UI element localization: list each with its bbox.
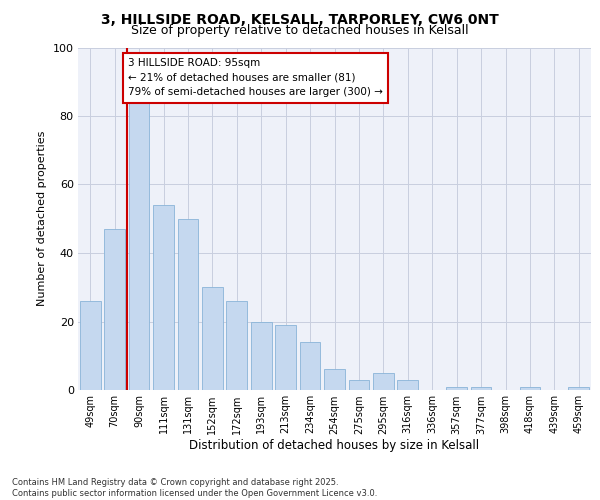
Bar (373, 373, 394, 390)
Bar (226, 301, 247, 390)
X-axis label: Distribution of detached houses by size in Kelsall: Distribution of detached houses by size … (190, 439, 479, 452)
Bar (299, 342, 320, 390)
Text: 3, HILLSIDE ROAD, KELSALL, TARPORLEY, CW6 0NT: 3, HILLSIDE ROAD, KELSALL, TARPORLEY, CW… (101, 12, 499, 26)
Y-axis label: Number of detached properties: Number of detached properties (37, 131, 47, 306)
Bar (520, 386, 541, 390)
Bar (128, 99, 149, 390)
Bar (80, 301, 101, 390)
Bar (178, 219, 199, 390)
Bar (349, 380, 370, 390)
Text: Contains HM Land Registry data © Crown copyright and database right 2025.
Contai: Contains HM Land Registry data © Crown c… (12, 478, 377, 498)
Bar (104, 229, 125, 390)
Bar (568, 386, 589, 390)
Bar (446, 386, 467, 390)
Bar (153, 205, 174, 390)
Text: Size of property relative to detached houses in Kelsall: Size of property relative to detached ho… (131, 24, 469, 37)
Bar (251, 322, 272, 390)
Bar (275, 325, 296, 390)
Bar (324, 370, 345, 390)
Bar (202, 287, 223, 390)
Bar (470, 386, 491, 390)
Bar (397, 380, 418, 390)
Text: 3 HILLSIDE ROAD: 95sqm
← 21% of detached houses are smaller (81)
79% of semi-det: 3 HILLSIDE ROAD: 95sqm ← 21% of detached… (128, 58, 383, 98)
